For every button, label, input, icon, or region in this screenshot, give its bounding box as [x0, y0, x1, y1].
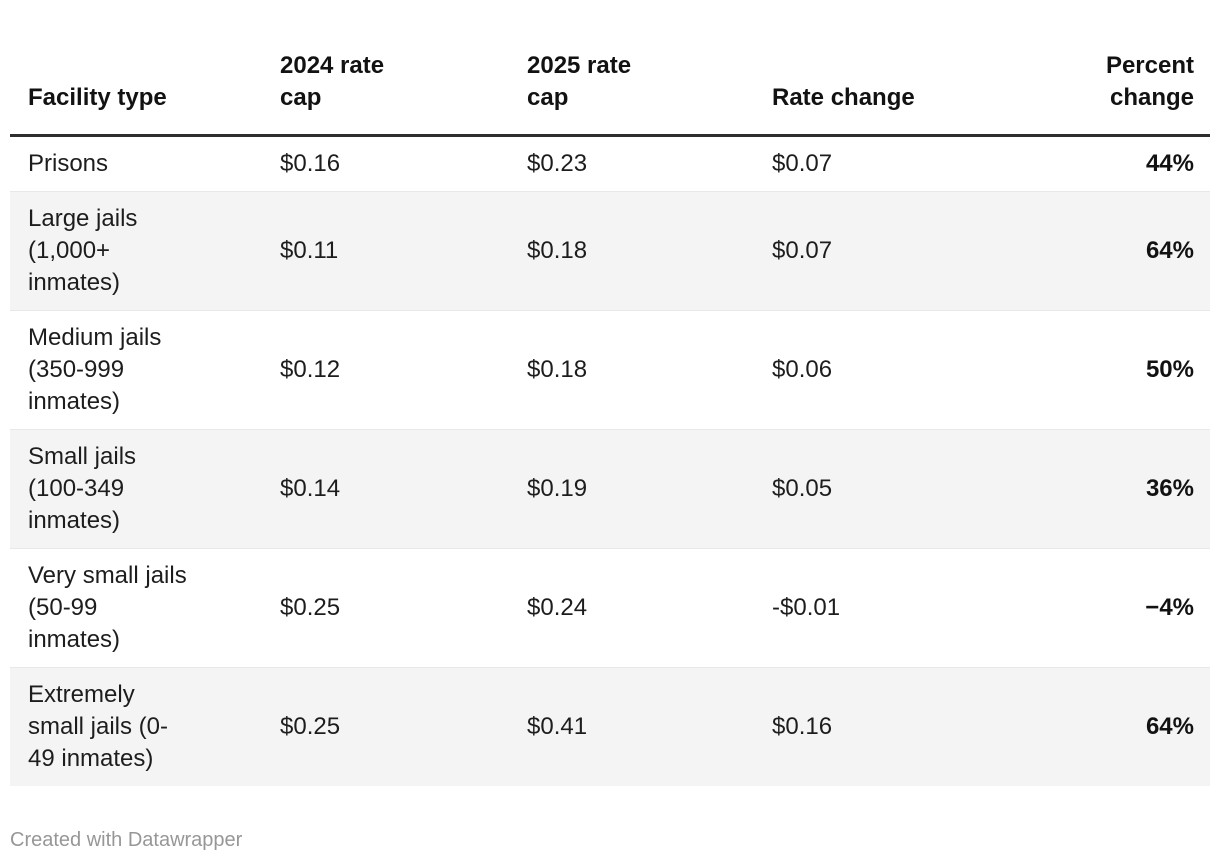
cell-2024-rate-cap: $0.25: [280, 594, 341, 621]
cell-2024-rate-cap: $0.14: [280, 475, 341, 502]
col-header-rate-change: Rate change: [772, 84, 915, 111]
col-header-percent-change: Percent change: [1105, 52, 1194, 111]
table-row-medium-jails: Medium jails (350-999 inmates) $0.12 $0.…: [10, 310, 1210, 430]
cell-percent-change: 64%: [1145, 237, 1194, 264]
cell-rate-change: -$0.01: [772, 594, 841, 621]
cell-percent-change: −4%: [1145, 594, 1194, 621]
datawrapper-credit-link[interactable]: Created with Datawrapper: [10, 829, 243, 851]
table-row-small-jails: Small jails (100-349 inmates) $0.14 $0.1…: [10, 429, 1210, 549]
cell-percent-change: 36%: [1145, 475, 1194, 502]
cell-2025-rate-cap: $0.23: [527, 150, 588, 177]
cell-facility-type: Large jails (1,000+ inmates): [28, 205, 138, 296]
table-body: Prisons $0.16 $0.23 $0.07 44% Large jail…: [10, 136, 1210, 786]
cell-2024-rate-cap: $0.12: [280, 356, 341, 383]
cell-rate-change: $0.05: [772, 475, 833, 502]
cell-2024-rate-cap: $0.11: [280, 237, 339, 264]
cell-2025-rate-cap: $0.19: [527, 475, 588, 502]
col-header-2024-rate-cap: 2024 rate cap: [280, 52, 385, 111]
table-header: Facility type 2024 rate cap 2025 rate ca…: [10, 38, 1210, 136]
table-row-large-jails: Large jails (1,000+ inmates) $0.11 $0.18…: [10, 191, 1210, 311]
cell-2025-rate-cap: $0.41: [527, 713, 588, 740]
rate-cap-table: Facility type 2024 rate cap 2025 rate ca…: [10, 38, 1210, 786]
table-row-extremely-small-jails: Extremely small jails (0- 49 inmates) $0…: [10, 667, 1210, 786]
cell-percent-change: 64%: [1145, 713, 1194, 740]
cell-facility-type: Small jails (100-349 inmates): [28, 443, 137, 534]
cell-2024-rate-cap: $0.16: [280, 150, 341, 177]
cell-rate-change: $0.07: [772, 150, 833, 177]
cell-facility-type: Extremely small jails (0- 49 inmates): [28, 681, 169, 772]
cell-rate-change: $0.16: [772, 713, 833, 740]
col-header-facility-type: Facility type: [28, 84, 167, 111]
cell-2024-rate-cap: $0.25: [280, 713, 341, 740]
cell-facility-type: Prisons: [28, 150, 109, 177]
cell-rate-change: $0.07: [772, 237, 833, 264]
cell-2025-rate-cap: $0.18: [527, 237, 588, 264]
cell-facility-type: Very small jails (50-99 inmates): [28, 562, 187, 653]
header-row: Facility type 2024 rate cap 2025 rate ca…: [10, 38, 1210, 136]
cell-facility-type: Medium jails (350-999 inmates): [28, 324, 162, 415]
cell-2025-rate-cap: $0.18: [527, 356, 588, 383]
cell-percent-change: 44%: [1145, 150, 1194, 177]
col-header-2025-rate-cap: 2025 rate cap: [527, 52, 632, 111]
cell-percent-change: 50%: [1145, 356, 1194, 383]
table-row-prisons: Prisons $0.16 $0.23 $0.07 44%: [10, 136, 1210, 192]
cell-rate-change: $0.06: [772, 356, 833, 383]
cell-2025-rate-cap: $0.24: [527, 594, 588, 621]
table-footer: Created with Datawrapper: [10, 827, 1220, 853]
table-row-very-small-jails: Very small jails (50-99 inmates) $0.25 $…: [10, 548, 1210, 668]
